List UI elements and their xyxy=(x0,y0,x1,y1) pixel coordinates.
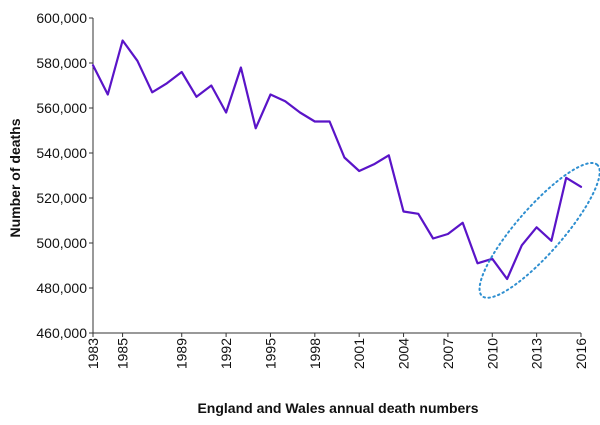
x-tick-label: 2010 xyxy=(484,338,500,369)
deaths-series-line xyxy=(91,39,583,281)
x-tick-label: 2004 xyxy=(396,338,412,369)
x-tick-label: 1983 xyxy=(85,338,101,369)
y-tick-label: 480,000 xyxy=(36,280,87,296)
y-tick-label: 460,000 xyxy=(36,325,87,341)
annotation-layer xyxy=(478,161,600,299)
y-tick-label: 560,000 xyxy=(36,100,87,116)
x-tick-label: 2001 xyxy=(351,338,367,369)
x-tick-label: 1992 xyxy=(218,338,234,369)
y-tick-label: 540,000 xyxy=(36,145,87,161)
series-layer xyxy=(91,39,583,281)
x-axis-title: England and Wales annual death numbers xyxy=(197,400,478,416)
x-tick-label: 1985 xyxy=(115,338,131,369)
y-tick-label: 500,000 xyxy=(36,235,87,251)
x-tick-label: 2016 xyxy=(573,338,589,369)
y-tick-label: 520,000 xyxy=(36,190,87,206)
y-tick-label: 580,000 xyxy=(36,55,87,71)
x-tick-label: 1989 xyxy=(174,338,190,369)
y-axis-ticks: 460,000 480,000 500,000 520,000 540,000 560,0… xyxy=(36,10,93,341)
y-axis-title: Number of deaths xyxy=(7,118,23,237)
x-tick-label: 1995 xyxy=(262,338,278,369)
x-tick-label: 2007 xyxy=(440,338,456,369)
x-axis-ticks: 1983 1985 1989 1992 1995 1998 2001 2004 2007 2010… xyxy=(85,333,589,369)
x-tick-label: 1998 xyxy=(307,338,323,369)
y-tick-label: 600,000 xyxy=(36,10,87,26)
highlight-ellipse xyxy=(478,161,600,299)
x-tick-label: 2013 xyxy=(529,338,545,369)
